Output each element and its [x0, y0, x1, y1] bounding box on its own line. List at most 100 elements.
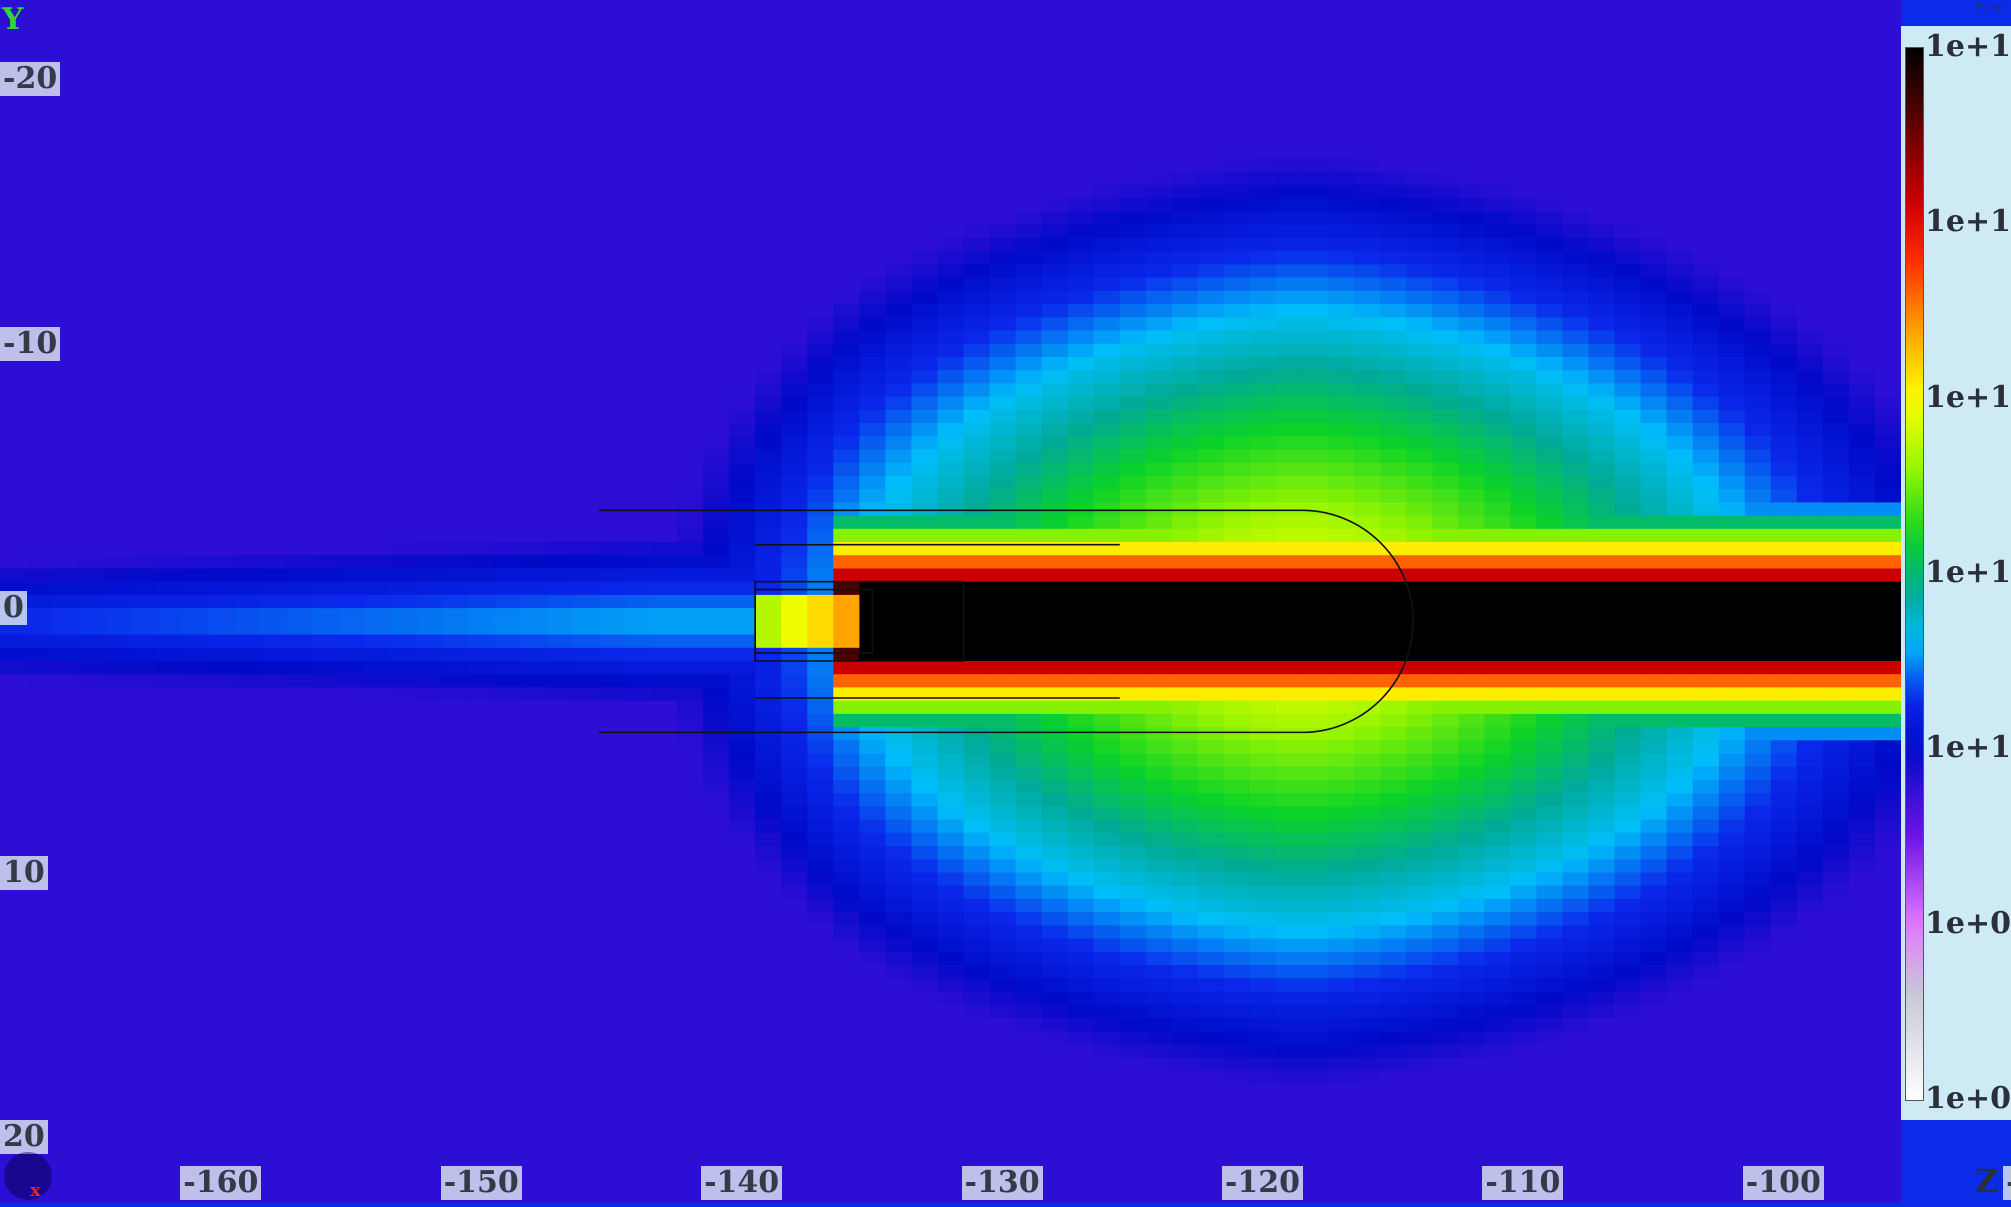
- heatmap-cell: [598, 832, 626, 847]
- heatmap-cell: [1223, 132, 1251, 146]
- heatmap-cell: [703, 581, 730, 596]
- heatmap-cell: [260, 542, 287, 556]
- heatmap-cell: [390, 158, 418, 173]
- heatmap-cell: [859, 806, 886, 821]
- heatmap-cell: [26, 0, 53, 14]
- heatmap-cell: [364, 1110, 392, 1125]
- heatmap-cell: [546, 264, 574, 279]
- heatmap-cell: [1406, 819, 1433, 834]
- heatmap-cell: [1067, 119, 1095, 133]
- heatmap-cell: [286, 1150, 314, 1164]
- heatmap-cell: [208, 343, 235, 358]
- heatmap-cell: [26, 1031, 53, 1045]
- heatmap-cell: [1328, 132, 1355, 146]
- heatmap-cell: [729, 1057, 756, 1072]
- heatmap-cell: [859, 515, 886, 530]
- heatmap-cell: [416, 224, 444, 239]
- heatmap-cell: [52, 370, 79, 384]
- heatmap-cell: [755, 938, 782, 953]
- heatmap-cell: [729, 370, 756, 384]
- heatmap-cell: [468, 423, 496, 437]
- heatmap-cell: [0, 991, 27, 1006]
- heatmap-cell: [442, 356, 470, 371]
- heatmap-cell: [1302, 978, 1329, 993]
- heatmap-cell: [286, 198, 314, 213]
- heatmap-cell: [1171, 938, 1199, 953]
- heatmap-cell: [520, 1189, 548, 1204]
- heatmap-cell: [208, 198, 235, 213]
- heatmap-cell: [52, 449, 79, 464]
- heatmap-cell: [104, 1044, 131, 1059]
- heatmap-cell: [651, 1057, 678, 1072]
- heatmap-cell: [416, 766, 444, 781]
- heatmap-cell: [416, 846, 444, 860]
- heatmap-cell: [1406, 0, 1433, 14]
- heatmap-cell: [859, 1044, 886, 1059]
- heatmap-cell: [338, 356, 366, 371]
- heatmap-cell: [234, 872, 261, 887]
- heatmap-cell: [0, 224, 27, 239]
- heatmap-cell: [234, 819, 261, 834]
- heatmap-cell: [468, 780, 496, 794]
- heatmap-cell: [104, 951, 131, 966]
- heatmap-cell: [1171, 542, 1199, 556]
- heatmap-cell: [1145, 436, 1173, 451]
- heatmap-cell: [1302, 1150, 1329, 1164]
- heatmap-cell: [1119, 555, 1147, 569]
- heatmap-cell: [1041, 489, 1069, 503]
- heatmap-cell: [1171, 780, 1199, 794]
- heatmap-cell: [1223, 370, 1251, 384]
- heatmap-cell: [364, 462, 392, 477]
- heatmap-cell: [703, 436, 730, 451]
- heatmap-cell: [677, 462, 704, 477]
- heatmap-cell: [1093, 727, 1121, 741]
- heatmap-cell: [78, 0, 105, 14]
- heatmap-cell: [1328, 608, 1355, 622]
- heatmap-cell: [755, 224, 782, 239]
- heatmap-cell: [442, 449, 470, 464]
- heatmap-cell: [703, 1044, 730, 1059]
- heatmap-cell: [1223, 79, 1251, 94]
- heatmap-cell: [833, 819, 860, 834]
- heatmap-cell: [859, 26, 886, 41]
- heatmap-cell: [286, 872, 314, 887]
- heatmap-cell: [442, 145, 470, 160]
- heatmap-cell: [1354, 713, 1381, 728]
- heatmap-cell: [572, 277, 600, 292]
- heatmap-cell: [520, 1031, 548, 1045]
- heatmap-cell: [859, 462, 886, 477]
- heatmap-cell: [651, 185, 678, 199]
- heatmap-cell: [520, 290, 548, 305]
- heatmap-cell: [364, 238, 392, 252]
- heatmap-cell: [286, 925, 314, 940]
- heatmap-cell: [1015, 859, 1043, 874]
- heatmap-cell: [651, 79, 678, 94]
- heatmap-cell: [338, 105, 366, 120]
- heatmap-cell: [651, 1163, 678, 1178]
- heatmap-cell: [1197, 634, 1225, 649]
- heatmap-cell: [78, 79, 105, 94]
- heatmap-cell: [1302, 158, 1329, 173]
- heatmap-cell: [1302, 674, 1329, 688]
- heatmap-cell: [781, 1057, 808, 1072]
- heatmap-cell: [1145, 528, 1173, 543]
- heatmap-cell: [598, 661, 626, 675]
- heatmap-cell: [1380, 991, 1407, 1006]
- heatmap-cell: [807, 132, 834, 146]
- heatmap-cell: [911, 1031, 938, 1045]
- heatmap-cell: [781, 925, 808, 940]
- heatmap-cell: [234, 145, 261, 160]
- heatmap-cell: [338, 872, 366, 887]
- heatmap-cell: [1093, 66, 1121, 80]
- heatmap-cell: [1041, 383, 1069, 398]
- heatmap-cell: [677, 92, 704, 107]
- heatmap-cell: [859, 304, 886, 318]
- heatmap-cell: [1067, 1057, 1095, 1072]
- heatmap-cell: [442, 211, 470, 226]
- heatmap-cell: [52, 383, 79, 398]
- heatmap-cell: [1406, 224, 1433, 239]
- heatmap-cell: [520, 277, 548, 292]
- heatmap-cell: [312, 489, 340, 503]
